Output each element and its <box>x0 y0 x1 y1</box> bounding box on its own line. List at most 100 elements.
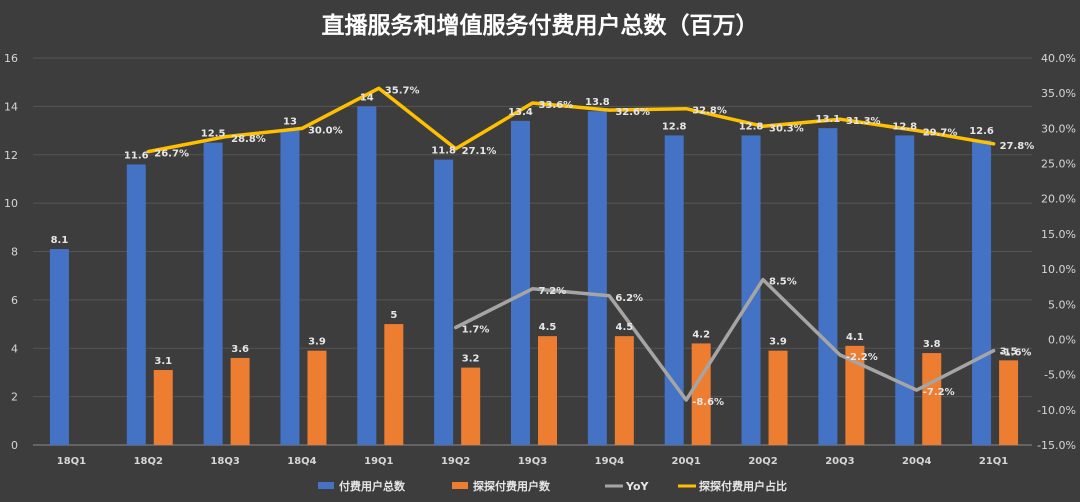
line-data-label: -2.2% <box>846 352 878 363</box>
line-data-label: 1.7% <box>462 324 490 335</box>
x-axis-tick-label: 18Q3 <box>210 456 239 467</box>
right-axis-tick-label: 20.0% <box>1041 193 1076 206</box>
bar-data-label: 3.5 <box>1000 346 1018 357</box>
bar-tantan <box>307 350 327 445</box>
bar-data-label: 4.5 <box>615 322 633 333</box>
axes: 0 2 4 6 8 10 12 14 16 -15.0% -10.0% -5.0% 0.0% 5.0% 10… <box>4 52 1076 467</box>
bar-total <box>895 135 915 445</box>
left-axis-tick-label: 10 <box>4 197 18 210</box>
line-data-label: 27.1% <box>462 146 497 157</box>
x-axis-tick-label: 20Q3 <box>825 456 854 467</box>
bar-data-label: 13.8 <box>585 97 610 108</box>
right-axis-tick-label: 25.0% <box>1041 158 1076 171</box>
bar-data-label: 11.8 <box>431 146 456 157</box>
line-data-label: 7.2% <box>539 286 567 297</box>
data-labels: 8.1 11.6 12.5 13 14 11.8 13.4 13.8 12.8 12.8 13.1 1… <box>51 85 1035 408</box>
x-axis-tick-label: 19Q3 <box>518 456 547 467</box>
bar-total <box>511 120 530 445</box>
line-data-label: 30.0% <box>308 125 343 136</box>
line-data-label: -1.6% <box>1000 348 1032 359</box>
line-data-label: 6.2% <box>615 293 643 304</box>
line-data-label: 35.7% <box>385 85 420 96</box>
legend-label: YoY <box>625 480 650 493</box>
left-axis-tick-label: 6 <box>11 294 18 307</box>
x-axis-tick-label: 18Q4 <box>287 456 316 467</box>
bar-total <box>280 130 300 445</box>
bars <box>49 106 1019 446</box>
bar-tantan <box>768 350 788 445</box>
bar-data-label: 3.1 <box>154 356 172 367</box>
x-axis-tick-label: 19Q2 <box>441 456 470 467</box>
bar-data-label: 4.1 <box>846 332 864 343</box>
bar-data-label: 13 <box>283 117 297 128</box>
bar-data-label: 13.4 <box>508 107 533 118</box>
line-data-label: 31.3% <box>846 116 881 127</box>
bar-tantan <box>999 360 1019 445</box>
legend: 付费用户总数 探探付费用户数 YoY 探探付费用户占比 <box>318 479 787 493</box>
bar-tantan <box>230 357 250 445</box>
line-data-label: 32.8% <box>692 106 727 117</box>
line-data-label: 30.3% <box>769 123 804 134</box>
right-axis-tick-label: 15.0% <box>1041 228 1076 241</box>
right-axis-tick-label: 5.0% <box>1048 298 1076 311</box>
line-data-label: 33.6% <box>539 100 574 111</box>
bar-data-label: 8.1 <box>51 235 69 246</box>
left-axis-tick-label: 4 <box>11 342 18 355</box>
right-axis-tick-label: -15.0% <box>1037 439 1076 452</box>
x-axis-tick-label: 18Q2 <box>134 456 163 467</box>
bar-data-label: 3.9 <box>308 337 326 348</box>
legend-label: 探探付费用户占比 <box>699 479 787 493</box>
line-data-label: 8.5% <box>769 277 797 288</box>
left-axis-tick-label: 2 <box>11 391 18 404</box>
right-axis-tick-label: 10.0% <box>1041 263 1076 276</box>
bar-tantan <box>461 367 481 445</box>
bar-data-label: 11.6 <box>124 150 149 161</box>
legend-label: 付费用户总数 <box>339 479 406 493</box>
x-axis-tick-label: 20Q4 <box>902 456 931 467</box>
line-data-label: 29.7% <box>923 127 958 138</box>
bar-tantan <box>614 336 634 445</box>
bar-total <box>203 142 223 445</box>
bar-data-label: 12.8 <box>739 121 764 132</box>
line-data-label: 27.8% <box>1000 141 1035 152</box>
bar-total <box>357 106 377 445</box>
line-data-label: 26.7% <box>154 149 189 160</box>
left-axis-tick-label: 12 <box>4 149 18 162</box>
line-data-label: -8.6% <box>692 397 724 408</box>
bar-tantan <box>845 345 865 445</box>
x-axis-tick-label: 19Q4 <box>595 456 624 467</box>
bar-data-label: 4.2 <box>692 329 710 340</box>
bar-data-label: 12.8 <box>892 121 917 132</box>
line-data-label: -7.2% <box>923 387 955 398</box>
left-axis-tick-label: 8 <box>11 246 18 259</box>
x-axis-tick-label: 20Q2 <box>748 456 777 467</box>
legend-label: 探探付费用户数 <box>473 479 551 493</box>
lines <box>146 86 996 402</box>
line-data-label: 28.8% <box>231 134 266 145</box>
bar-data-label: 12.8 <box>662 121 687 132</box>
left-axis-tick-label: 0 <box>11 439 18 452</box>
right-axis-tick-label: 0.0% <box>1048 333 1076 346</box>
line-tantan-share <box>146 86 996 154</box>
bar-tantan <box>691 343 711 445</box>
bar-tantan <box>538 336 557 445</box>
bar-data-label: 3.9 <box>769 337 787 348</box>
right-axis-tick-label: -5.0% <box>1044 369 1076 382</box>
x-axis-tick-label: 19Q1 <box>364 456 393 467</box>
legend-swatch <box>452 482 468 489</box>
chart-title: 直播服务和增值服务付费用户总数（百万） <box>322 12 759 39</box>
bar-tantan <box>153 370 173 445</box>
left-axis-tick-label: 14 <box>4 100 18 113</box>
x-axis-tick-label: 21Q1 <box>979 456 1008 467</box>
bar-data-label: 3.8 <box>923 339 941 350</box>
bar-total <box>434 159 454 445</box>
bar-total <box>818 128 838 446</box>
bar-total <box>49 249 69 445</box>
bar-total <box>741 135 761 445</box>
legend-swatch <box>318 482 334 489</box>
bar-data-label: 3.6 <box>231 344 249 355</box>
bar-total <box>587 111 607 446</box>
bar-total <box>972 140 992 446</box>
